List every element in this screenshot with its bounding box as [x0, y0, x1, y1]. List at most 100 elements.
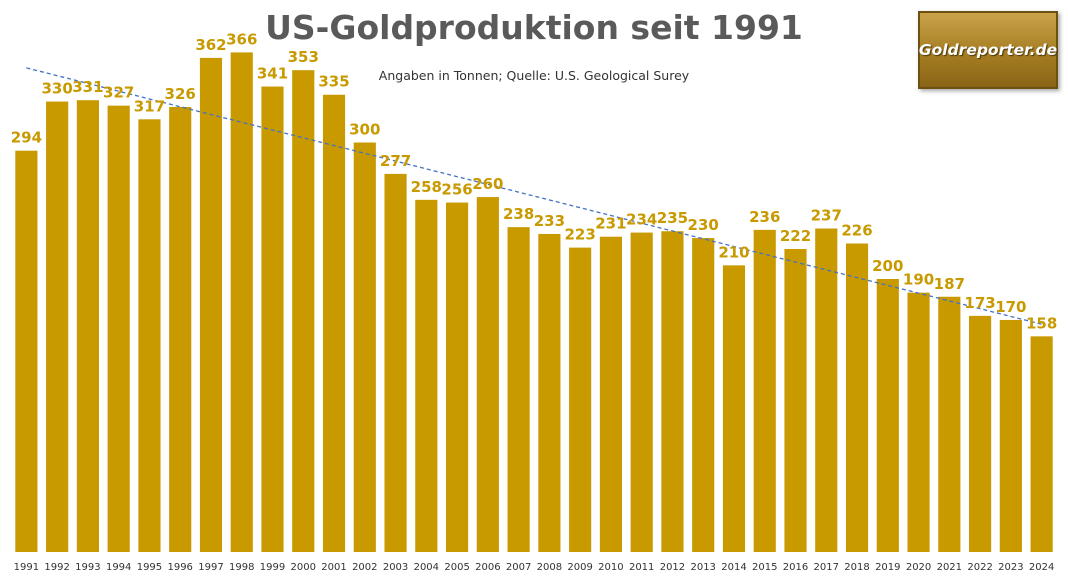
data-label-2011: 234: [626, 211, 657, 229]
bar-2004: [415, 199, 438, 552]
bar-2011: [630, 232, 653, 552]
bar-1998: [230, 52, 253, 552]
data-label-1999: 341: [257, 65, 288, 83]
bar-2014: [722, 265, 746, 552]
x-tick-2024: 2024: [1029, 562, 1054, 573]
data-label-1997: 362: [195, 36, 226, 54]
bar-2016: [784, 248, 807, 552]
data-label-2003: 277: [380, 152, 411, 170]
data-label-1994: 327: [103, 84, 134, 102]
x-tick-labels-group: 1991 1992 1993 1994 1995 1996 1997 1998 1999 2000…: [14, 562, 1055, 573]
x-tick-2022: 2022: [967, 562, 992, 573]
bar-2024: [1030, 336, 1053, 552]
data-label-2014: 210: [718, 243, 749, 261]
data-label-2000: 353: [288, 48, 319, 66]
bar-2021: [938, 296, 961, 552]
x-tick-1991: 1991: [14, 562, 39, 573]
data-label-2001: 335: [318, 73, 349, 91]
bars-group: [15, 52, 1053, 553]
bar-2007: [507, 227, 530, 552]
bar-2001: [322, 94, 346, 552]
x-tick-2005: 2005: [444, 562, 469, 573]
bar-1996: [169, 107, 192, 552]
x-tick-1997: 1997: [198, 562, 223, 573]
bar-1997: [199, 57, 223, 553]
data-label-2024: 158: [1026, 314, 1057, 332]
x-tick-2012: 2012: [660, 562, 685, 573]
x-tick-2019: 2019: [875, 562, 900, 573]
data-label-2010: 231: [595, 215, 626, 233]
bar-1993: [76, 100, 99, 552]
data-label-1996: 326: [165, 85, 196, 103]
x-tick-2008: 2008: [537, 562, 562, 573]
data-label-2018: 226: [841, 222, 872, 240]
x-tick-1993: 1993: [75, 562, 100, 573]
bar-2013: [692, 238, 715, 553]
bar-2015: [753, 229, 776, 553]
bar-1999: [261, 86, 284, 552]
x-tick-2015: 2015: [752, 562, 777, 573]
x-tick-1994: 1994: [106, 562, 131, 573]
data-label-2005: 256: [441, 181, 472, 199]
bar-2008: [538, 233, 561, 552]
x-tick-2020: 2020: [906, 562, 931, 573]
bar-2002: [353, 142, 376, 552]
x-tick-2014: 2014: [721, 562, 746, 573]
bar-2010: [599, 236, 622, 552]
bar-2012: [661, 231, 684, 553]
bar-1995: [138, 119, 161, 553]
data-label-2020: 190: [903, 271, 934, 289]
data-label-1993: 331: [72, 78, 103, 96]
data-label-2004: 258: [411, 178, 442, 196]
x-tick-2004: 2004: [414, 562, 439, 573]
data-label-2022: 173: [964, 294, 995, 312]
bar-2022: [969, 315, 992, 552]
bar-2000: [292, 70, 315, 552]
data-label-2015: 236: [749, 208, 780, 226]
x-tick-2013: 2013: [690, 562, 715, 573]
data-label-2008: 233: [534, 212, 565, 230]
bar-1991: [15, 150, 38, 552]
x-tick-1995: 1995: [137, 562, 162, 573]
bar-2018: [845, 243, 869, 552]
data-label-1992: 330: [41, 80, 72, 98]
x-tick-2017: 2017: [814, 562, 839, 573]
bar-2019: [876, 279, 899, 552]
x-tick-2010: 2010: [598, 562, 623, 573]
bar-2006: [476, 197, 499, 552]
data-label-2021: 187: [934, 275, 965, 293]
x-tick-1998: 1998: [229, 562, 254, 573]
chart-subtitle: Angaben in Tonnen; Quelle: U.S. Geologic…: [378, 68, 690, 83]
x-tick-2001: 2001: [321, 562, 346, 573]
bar-1992: [46, 101, 69, 553]
data-label-2023: 170: [995, 298, 1026, 316]
data-label-2006: 260: [472, 175, 503, 193]
data-label-2017: 237: [811, 207, 842, 225]
data-label-2016: 222: [780, 227, 811, 245]
data-label-2009: 223: [564, 226, 595, 244]
x-tick-1992: 1992: [44, 562, 69, 573]
data-label-2019: 200: [872, 257, 903, 275]
data-label-2013: 230: [688, 216, 719, 234]
bar-1994: [107, 105, 130, 552]
x-tick-2021: 2021: [937, 562, 962, 573]
bar-2017: [815, 228, 838, 552]
data-label-2002: 300: [349, 121, 380, 139]
x-tick-2006: 2006: [475, 562, 500, 573]
logo-text: Goldreporter.de: [918, 41, 1058, 59]
x-tick-1999: 1999: [260, 562, 285, 573]
bar-2005: [446, 202, 469, 552]
x-tick-2009: 2009: [567, 562, 592, 573]
x-tick-2002: 2002: [352, 562, 377, 573]
x-tick-2003: 2003: [383, 562, 408, 573]
data-label-2007: 238: [503, 205, 534, 223]
bar-2023: [999, 319, 1022, 552]
x-tick-2000: 2000: [291, 562, 316, 573]
data-label-1998: 366: [226, 30, 257, 48]
x-tick-2023: 2023: [998, 562, 1023, 573]
chart-title: US-Goldproduktion seit 1991: [265, 8, 803, 47]
data-label-2012: 235: [657, 209, 688, 227]
